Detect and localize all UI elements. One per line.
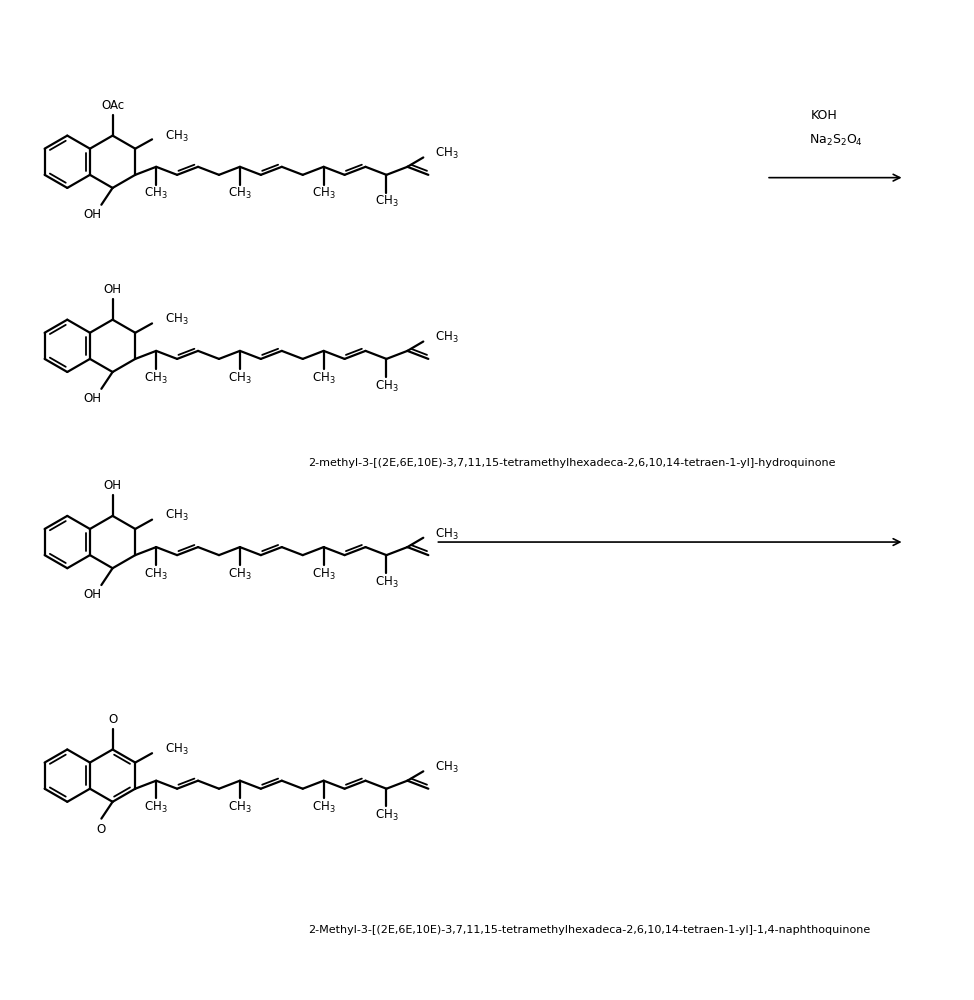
- Text: KOH: KOH: [810, 109, 838, 122]
- Text: CH$_3$: CH$_3$: [144, 186, 169, 201]
- Text: CH$_3$: CH$_3$: [435, 760, 459, 775]
- Text: CH$_3$: CH$_3$: [166, 508, 189, 523]
- Text: O: O: [96, 823, 106, 836]
- Text: CH$_3$: CH$_3$: [228, 567, 251, 582]
- Text: Na$_2$S$_2$O$_4$: Na$_2$S$_2$O$_4$: [809, 133, 863, 148]
- Text: CH$_3$: CH$_3$: [375, 575, 398, 590]
- Text: 2-Methyl-3-[(2E,6E,10E)-3,7,11,15-tetramethylhexadeca-2,6,10,14-tetraen-1-yl]-1,: 2-Methyl-3-[(2E,6E,10E)-3,7,11,15-tetram…: [309, 925, 871, 935]
- Text: CH$_3$: CH$_3$: [166, 129, 189, 144]
- Text: CH$_3$: CH$_3$: [375, 378, 398, 394]
- Text: CH$_3$: CH$_3$: [375, 194, 398, 209]
- Text: O: O: [108, 713, 117, 726]
- Text: CH$_3$: CH$_3$: [144, 370, 169, 386]
- Text: CH$_3$: CH$_3$: [228, 800, 251, 815]
- Text: OH: OH: [103, 283, 122, 296]
- Text: CH$_3$: CH$_3$: [312, 567, 335, 582]
- Text: CH$_3$: CH$_3$: [144, 800, 169, 815]
- Text: CH$_3$: CH$_3$: [144, 567, 169, 582]
- Text: OH: OH: [83, 208, 101, 221]
- Text: CH$_3$: CH$_3$: [312, 370, 335, 386]
- Text: CH$_3$: CH$_3$: [435, 330, 459, 345]
- Text: OH: OH: [83, 588, 101, 601]
- Text: OAc: OAc: [101, 99, 124, 112]
- Text: CH$_3$: CH$_3$: [375, 808, 398, 823]
- Text: OH: OH: [103, 479, 122, 492]
- Text: 2-methyl-3-[(2E,6E,10E)-3,7,11,15-tetramethylhexadeca-2,6,10,14-tetraen-1-yl]-hy: 2-methyl-3-[(2E,6E,10E)-3,7,11,15-tetram…: [309, 458, 836, 468]
- Text: CH$_3$: CH$_3$: [228, 370, 251, 386]
- Text: CH$_3$: CH$_3$: [166, 312, 189, 327]
- Text: CH$_3$: CH$_3$: [312, 800, 335, 815]
- Text: CH$_3$: CH$_3$: [312, 186, 335, 201]
- Text: CH$_3$: CH$_3$: [435, 146, 459, 161]
- Text: OH: OH: [83, 392, 101, 405]
- Text: CH$_3$: CH$_3$: [228, 186, 251, 201]
- Text: CH$_3$: CH$_3$: [166, 742, 189, 757]
- Text: CH$_3$: CH$_3$: [435, 526, 459, 542]
